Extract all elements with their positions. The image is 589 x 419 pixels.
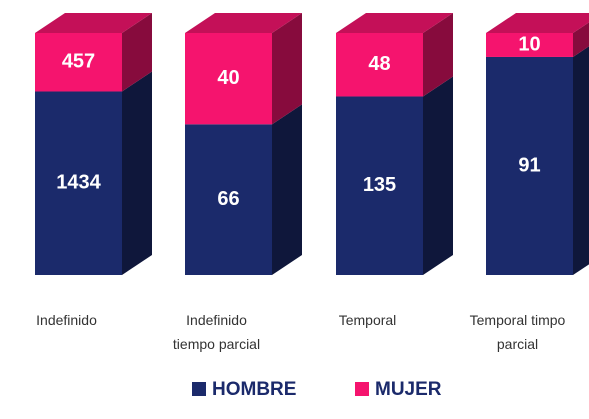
- value-label: 457: [62, 51, 95, 73]
- legend-swatch: [355, 382, 369, 396]
- x-tick-label: Indefinido: [36, 312, 97, 328]
- value-label: 91: [518, 154, 540, 176]
- bar-top: [185, 13, 302, 33]
- value-label: 10: [518, 33, 540, 55]
- legend-label: HOMBRE: [212, 379, 296, 400]
- bar-side: [272, 13, 302, 125]
- x-tick-label: Indefinido tiempo parcial: [172, 312, 261, 352]
- x-tick-label: Temporal: [338, 312, 397, 328]
- bar-top: [35, 13, 152, 33]
- bar: [336, 96, 423, 276]
- legend-label: MUJER: [375, 379, 442, 400]
- bar-top: [336, 13, 453, 33]
- bar-side: [573, 22, 589, 57]
- bar-side: [122, 71, 152, 275]
- legend-swatch: [192, 382, 206, 396]
- value-label: 48: [368, 53, 390, 75]
- value-label: 66: [217, 188, 239, 210]
- x-tick-label: Temporal timpo parcial: [469, 312, 566, 352]
- value-label: 135: [363, 174, 396, 196]
- bar-side: [423, 13, 453, 97]
- bar-top: [486, 13, 589, 33]
- bar: [35, 91, 122, 275]
- value-label: 40: [217, 67, 239, 89]
- bar-side: [122, 13, 152, 92]
- bar-side: [272, 104, 302, 275]
- bar: [486, 33, 573, 57]
- bar: [185, 124, 272, 275]
- bar: [35, 33, 122, 92]
- value-label: 1434: [56, 172, 101, 194]
- bar: [336, 33, 423, 97]
- bar-side: [423, 76, 453, 276]
- bar: [185, 33, 272, 125]
- bar: [486, 56, 573, 276]
- bar-side: [573, 46, 589, 275]
